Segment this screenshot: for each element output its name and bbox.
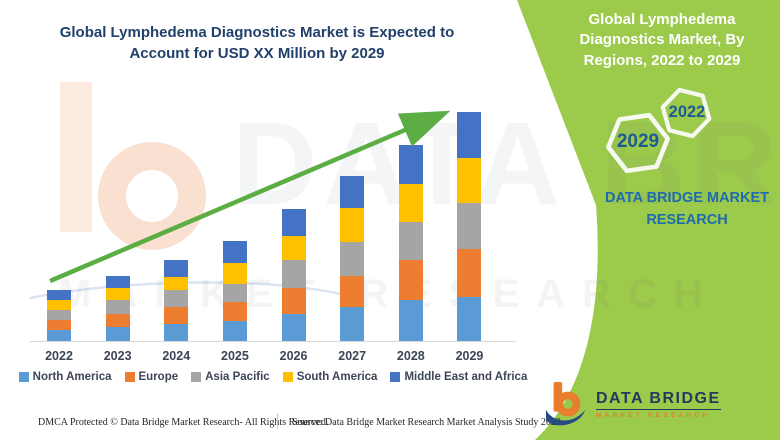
bar-segment-middle-east-and-africa — [222, 241, 247, 263]
bar-segment-asia-pacific — [47, 310, 71, 320]
bar-segment-north-america — [340, 307, 365, 341]
bar-segment-north-america — [281, 313, 306, 341]
bar-segment-middle-east-and-africa — [47, 290, 71, 300]
chart-title: Global Lymphedema Diagnostics Market is … — [59, 24, 455, 62]
footer-divider — [277, 413, 278, 429]
stacked-bar-2024 — [164, 260, 189, 341]
bar-segment-asia-pacific — [398, 221, 423, 261]
source-note: Source: Data Bridge Market Research Mark… — [292, 417, 561, 428]
legend-swatch-icon — [18, 372, 29, 382]
bar-segment-europe — [398, 260, 423, 300]
legend-label: North America — [32, 371, 112, 383]
bar-segment-middle-east-and-africa — [398, 144, 423, 184]
bar-segment-europe — [340, 276, 365, 307]
bar-segment-south-america — [47, 299, 71, 311]
legend-label: Middle East and Africa — [404, 371, 528, 383]
stacked-bar-2027 — [340, 176, 365, 341]
bar-segment-middle-east-and-africa — [457, 112, 482, 159]
bar-segment-asia-pacific — [457, 203, 482, 250]
bar-segment-europe — [164, 307, 189, 324]
legend-swatch-icon — [390, 372, 401, 382]
bar-segment-asia-pacific — [164, 290, 189, 307]
x-axis-label-2026: 2026 — [279, 349, 308, 363]
bar-segment-south-america — [281, 236, 306, 261]
x-axis-label-2023: 2023 — [103, 349, 132, 363]
x-axis-labels: 2022 2023 2024 2025 2026 2027 2028 2029 — [30, 349, 516, 365]
legend-item-south-america: South America — [282, 371, 378, 383]
stacked-bar-2022 — [47, 290, 71, 341]
bar-segment-south-america — [105, 288, 130, 301]
bar-segment-europe — [281, 287, 306, 314]
x-axis-label-2027: 2027 — [338, 349, 367, 363]
bar-segment-europe — [105, 313, 130, 327]
logo-subtitle: MARKET RESEARCH — [596, 411, 711, 419]
bar-segment-north-america — [222, 321, 247, 341]
legend-item-middle-east-and-africa: Middle East and Africa — [390, 371, 527, 383]
logo-b-icon — [545, 382, 586, 426]
bar-segment-asia-pacific — [340, 242, 365, 276]
bar-segment-middle-east-and-africa — [340, 176, 365, 208]
stacked-bar-2029 — [457, 112, 482, 341]
stacked-bar-2028 — [398, 144, 423, 341]
bar-segment-middle-east-and-africa — [164, 260, 189, 277]
legend-label: Europe — [138, 371, 179, 383]
brand-name-text: DATA BRIDGE MARKET RESEARCH — [604, 190, 770, 228]
bar-segment-north-america — [47, 330, 71, 341]
stacked-bar-2026 — [281, 209, 306, 341]
bar-segment-europe — [222, 302, 247, 322]
legend-item-north-america: North America — [18, 371, 112, 383]
bar-segment-south-america — [164, 277, 189, 291]
dmca-notice: DMCA Protected © Data Bridge Market Rese… — [38, 417, 329, 428]
bar-segment-south-america — [457, 158, 482, 204]
x-axis-label-2029: 2029 — [455, 349, 484, 363]
legend-swatch-icon — [124, 372, 135, 382]
stacked-bar-chart — [30, 78, 516, 342]
bar-segment-asia-pacific — [105, 300, 130, 314]
legend-label: South America — [296, 371, 378, 383]
x-axis-label-2028: 2028 — [396, 349, 425, 363]
legend-label: Asia Pacific — [205, 371, 270, 383]
hexagon-year-2022: 2022 — [668, 103, 706, 121]
legend-swatch-icon — [282, 372, 293, 382]
logo-text: DATA BRIDGE MARKET RESEARCH — [596, 390, 721, 419]
chart-legend: North America Europe Asia Pacific South Ame… — [18, 371, 527, 383]
bar-segment-north-america — [164, 323, 189, 341]
hexagon-year-2029: 2029 — [616, 131, 660, 152]
stacked-bar-2025 — [222, 241, 247, 341]
x-axis-label-2024: 2024 — [162, 349, 191, 363]
bar-segment-south-america — [398, 183, 423, 222]
bar-segment-middle-east-and-africa — [281, 209, 306, 237]
legend-item-asia-pacific: Asia Pacific — [191, 371, 270, 383]
bar-segment-north-america — [398, 300, 423, 341]
logo-name: DATA BRIDGE — [596, 390, 721, 410]
data-bridge-logo: DATA BRIDGE MARKET RESEARCH — [545, 381, 721, 427]
legend-item-europe: Europe — [124, 371, 179, 383]
legend-swatch-icon — [191, 372, 202, 382]
bar-segment-south-america — [222, 262, 247, 284]
bar-segment-europe — [457, 249, 482, 297]
bar-segment-north-america — [105, 327, 130, 341]
bar-segment-south-america — [340, 208, 365, 242]
x-axis-label-2025: 2025 — [221, 349, 249, 363]
bar-segment-asia-pacific — [281, 260, 306, 288]
bar-segment-europe — [47, 319, 71, 331]
green-panel-title: Global Lymphedema Diagnostics Market, By… — [579, 11, 745, 69]
x-axis-line — [30, 341, 516, 342]
stacked-bar-2023 — [105, 276, 130, 341]
bar-segment-asia-pacific — [222, 283, 247, 302]
bar-segment-north-america — [457, 296, 482, 341]
bar-segment-middle-east-and-africa — [105, 276, 130, 289]
trend-arrow — [49, 110, 451, 284]
x-axis-label-2022: 2022 — [45, 349, 73, 363]
